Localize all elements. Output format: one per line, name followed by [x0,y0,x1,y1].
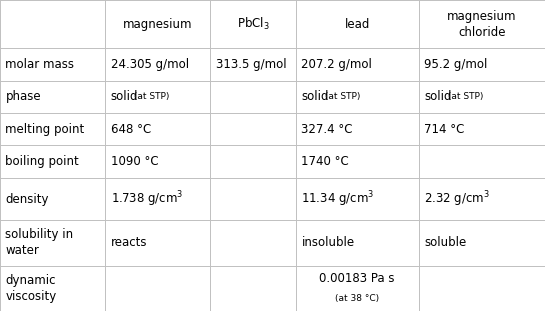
Text: magnesium: magnesium [123,17,192,30]
Text: density: density [5,193,49,206]
Text: 1090 °C: 1090 °C [111,155,158,168]
Text: reacts: reacts [111,236,147,249]
Text: solid: solid [111,90,138,103]
Text: (at STP): (at STP) [322,92,360,101]
Text: soluble: soluble [424,236,467,249]
Text: lead: lead [344,17,370,30]
Text: 11.34 g/cm$^3$: 11.34 g/cm$^3$ [301,189,375,209]
Text: insoluble: insoluble [301,236,354,249]
Text: 2.32 g/cm$^3$: 2.32 g/cm$^3$ [424,189,490,209]
Text: dynamic
viscosity: dynamic viscosity [5,274,57,303]
Text: (at 38 °C): (at 38 °C) [335,294,379,303]
Text: (at STP): (at STP) [445,92,483,101]
Text: boiling point: boiling point [5,155,79,168]
Text: melting point: melting point [5,123,84,136]
Text: 95.2 g/mol: 95.2 g/mol [424,58,487,71]
Text: 313.5 g/mol: 313.5 g/mol [216,58,287,71]
Text: 1.738 g/cm$^3$: 1.738 g/cm$^3$ [111,189,183,209]
Text: solubility in
water: solubility in water [5,228,74,257]
Text: 1740 °C: 1740 °C [301,155,349,168]
Text: 648 °C: 648 °C [111,123,151,136]
Text: (at STP): (at STP) [131,92,169,101]
Text: 714 °C: 714 °C [424,123,464,136]
Text: 207.2 g/mol: 207.2 g/mol [301,58,372,71]
Text: solid: solid [424,90,451,103]
Text: 0.00183 Pa s: 0.00183 Pa s [319,272,395,285]
Text: 327.4 °C: 327.4 °C [301,123,353,136]
Text: PbCl$_3$: PbCl$_3$ [237,16,269,32]
Text: solid: solid [301,90,329,103]
Text: molar mass: molar mass [5,58,75,71]
Text: magnesium
chloride: magnesium chloride [447,10,517,39]
Text: phase: phase [5,90,41,103]
Text: 24.305 g/mol: 24.305 g/mol [111,58,189,71]
